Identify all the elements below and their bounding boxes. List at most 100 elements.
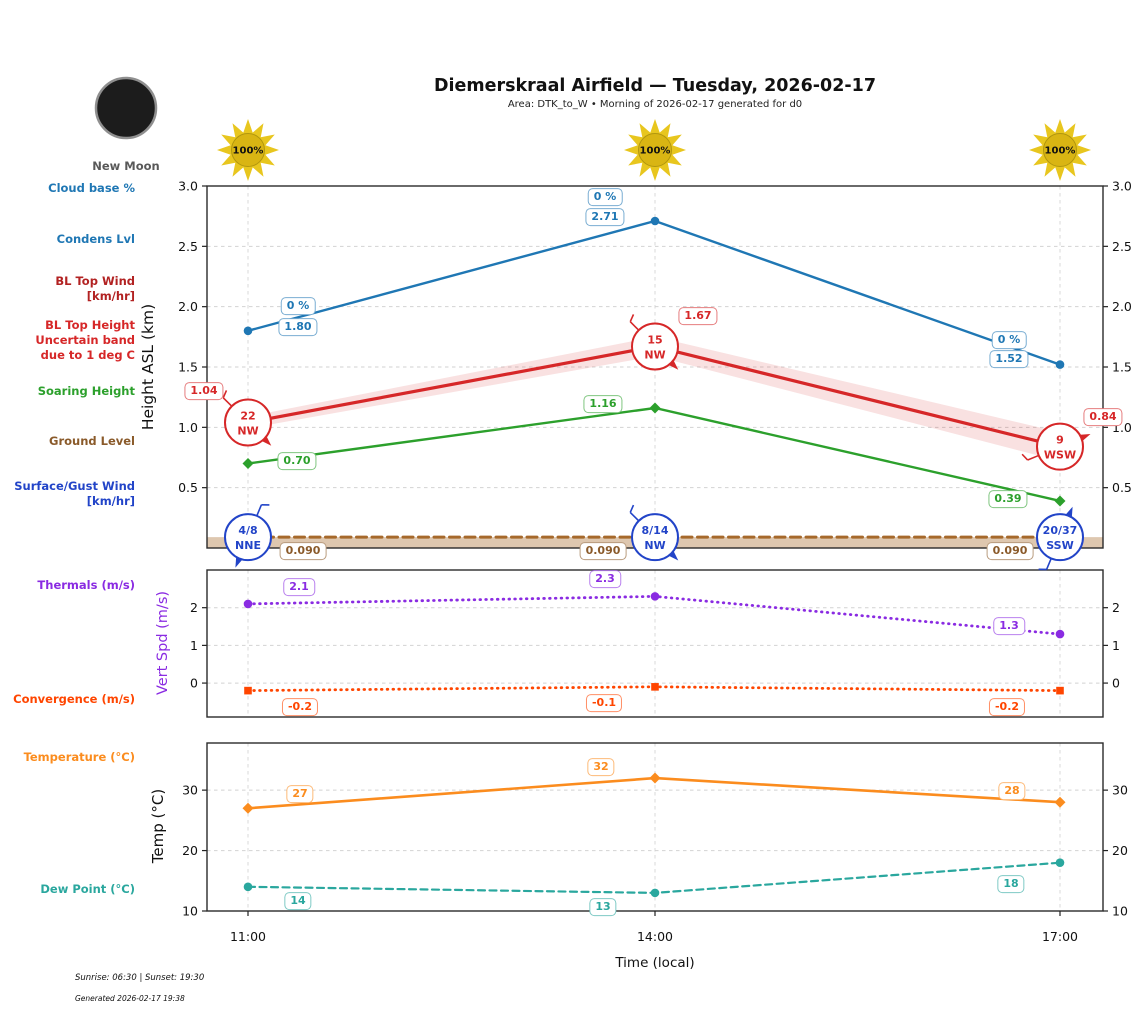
series-marker — [1055, 629, 1065, 639]
wind-speed-text: 15 — [647, 333, 662, 346]
series-marker — [1055, 360, 1065, 369]
ground-level-label: 0.090 — [986, 542, 1034, 560]
row-label-bl-top-height-line2: Uncertain band — [35, 333, 135, 347]
series-marker — [650, 888, 660, 898]
series-marker — [243, 326, 253, 336]
wind-dir-text: NNE — [235, 539, 261, 552]
ytick-label: 3.0 — [178, 179, 198, 194]
condens-lvl-label: 2.71 — [585, 208, 625, 226]
condens-lvl-label: 1.52 — [989, 350, 1029, 368]
row-label-convergence: Convergence (m/s) — [13, 692, 135, 706]
ytick-label: 1.0 — [178, 420, 198, 435]
ytick-label: 0 — [190, 676, 198, 691]
wind-speed-text: 9 — [1056, 434, 1064, 447]
ytick-label: 1.5 — [1112, 360, 1132, 375]
row-label-surface-wind-line2: [km/hr] — [86, 494, 135, 508]
footer-sun-times: Sunrise: 06:30 | Sunset: 19:30 — [75, 973, 205, 983]
row-label-bl-top-wind-line1: BL Top Wind — [55, 274, 135, 288]
row-label-temperature: Temperature (°C) — [23, 750, 135, 764]
row-label-dew-point: Dew Point (°C) — [40, 882, 135, 896]
wind-speed-text: 20/37 — [1043, 524, 1078, 537]
ytick-label: 20 — [1112, 843, 1128, 858]
wind-dir-text: NW — [237, 425, 258, 438]
x-axis-label: Time (local) — [615, 955, 695, 971]
wind-barb — [629, 321, 640, 331]
ytick-label: 10 — [1112, 904, 1128, 919]
row-label-ground-level: Ground Level — [49, 434, 135, 448]
ytick-label: 0.5 — [1112, 480, 1132, 495]
sunshine-percent: 100% — [233, 146, 264, 157]
wind-barb — [1045, 558, 1052, 570]
row-label-bl-top-height-line1: BL Top Height — [45, 318, 135, 332]
temperature-label: 32 — [587, 758, 615, 776]
soaring-height-label: 0.39 — [988, 490, 1028, 508]
wind-circle — [1036, 422, 1084, 471]
row-label-cloud-base: Cloud base % — [48, 181, 135, 195]
ytick-label: 2.5 — [1112, 239, 1132, 254]
ytick-label: 1.5 — [178, 360, 198, 375]
ytick-label: 2 — [190, 600, 198, 615]
temperature-label: 27 — [286, 785, 314, 803]
series-marker — [649, 772, 661, 784]
moon-phase-label: New Moon — [92, 159, 160, 173]
wind-barb — [1027, 454, 1040, 461]
wind-speed-text: 4/8 — [238, 524, 257, 537]
ytick-label: 2.0 — [178, 299, 198, 314]
series-marker — [1055, 858, 1065, 867]
thermals-label: 2.3 — [589, 570, 621, 588]
ytick-label: 2.5 — [178, 239, 198, 254]
wind-speed-text: 22 — [240, 410, 255, 423]
wind-dir-text: NW — [644, 348, 665, 361]
soaring-height-label: 1.16 — [583, 395, 623, 413]
wind-dir-text: WSW — [1044, 449, 1076, 462]
condens-lvl-label: 1.80 — [278, 318, 318, 336]
ground-level-label: 0.090 — [579, 542, 627, 560]
ytick-label: 30 — [182, 783, 198, 798]
x-tick-1100: 11:00 — [229, 929, 267, 944]
ytick-label: 3.0 — [1112, 179, 1132, 194]
x-tick-1400: 14:00 — [636, 929, 674, 944]
moon-icon — [94, 76, 158, 140]
thermals-label: 2.1 — [283, 578, 315, 596]
series-marker — [1054, 495, 1066, 507]
series-marker — [649, 402, 661, 414]
row-label-surface-wind-line1: Surface/Gust Wind — [14, 479, 135, 493]
wind-barb-flag — [222, 390, 228, 399]
wind-barb-flag — [629, 314, 635, 323]
wind-dir-text: NW — [644, 539, 665, 552]
ytick-label: 2 — [1112, 600, 1120, 615]
ytick-label: 1 — [190, 638, 198, 653]
row-label-soaring-height: Soaring Height — [37, 384, 135, 398]
x-tick-1700: 17:00 — [1041, 929, 1079, 944]
series-marker — [651, 683, 659, 691]
sun-icon-center — [638, 133, 672, 167]
wind-barb — [629, 511, 640, 522]
bl-top-height-label: 1.67 — [678, 307, 718, 325]
wind-circle — [1036, 513, 1084, 562]
row-label-thermals: Thermals (m/s) — [37, 578, 135, 592]
wind-circle — [631, 513, 679, 562]
cloud-base-label: 0 % — [991, 331, 1027, 349]
dew-point-label: 14 — [284, 892, 312, 910]
ytick-label: 10 — [182, 904, 198, 919]
series-marker — [650, 592, 660, 601]
convergence-label: -0.2 — [988, 698, 1026, 716]
sun-icon-center — [231, 133, 265, 167]
ytick-label: 1 — [1112, 638, 1120, 653]
sunshine-percent: 100% — [1045, 146, 1076, 157]
ytick-label: 30 — [1112, 783, 1128, 798]
series-marker — [243, 882, 253, 892]
sunshine-percent: 100% — [640, 146, 671, 157]
wind-dir-text: SSW — [1046, 539, 1073, 552]
ytick-label: 2.0 — [1112, 299, 1132, 314]
plot-border — [206, 569, 1104, 718]
uncertainty-band — [248, 336, 1060, 462]
bl-top-height-label: 1.04 — [184, 382, 224, 400]
ytick-label: 0.5 — [178, 480, 198, 495]
series-marker — [242, 802, 254, 814]
ground-level-label: 0.090 — [279, 542, 327, 560]
row-label-bl-top-wind-line2: [km/hr] — [86, 289, 135, 303]
wind-speed-text: 8/14 — [642, 524, 669, 537]
